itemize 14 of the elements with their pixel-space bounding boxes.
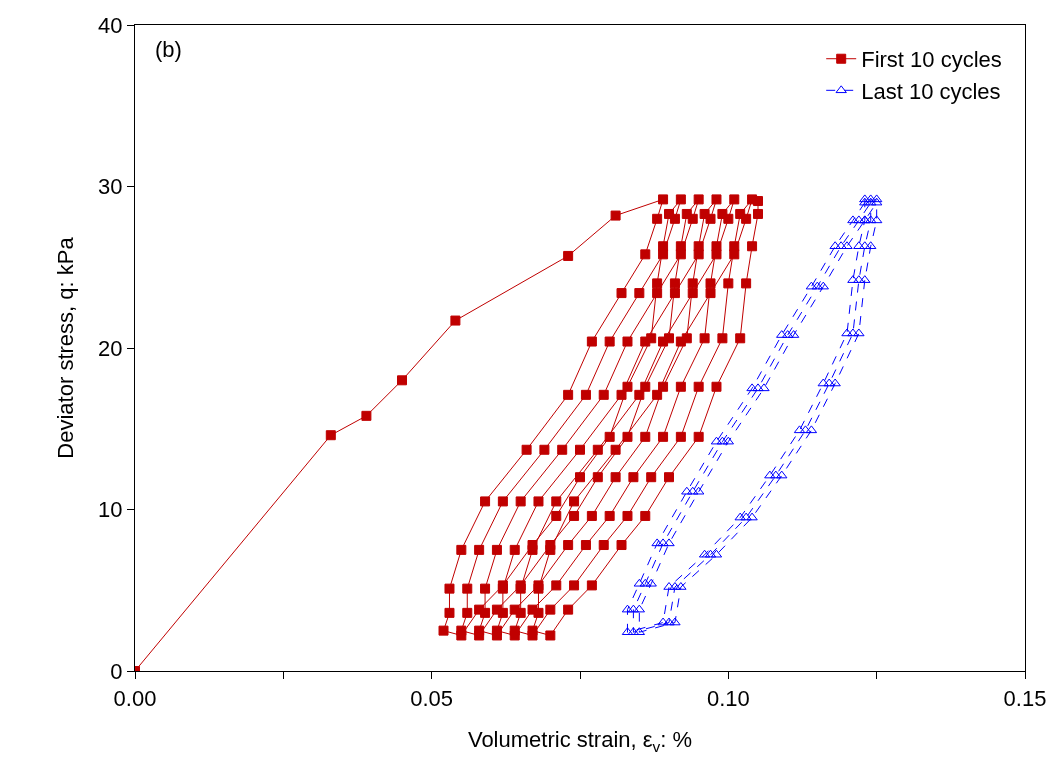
x-tick-label: 0.15 (1003, 685, 1047, 711)
y-tick-label: 30 (97, 174, 123, 200)
y-tick-label: 20 (97, 335, 123, 361)
legend-label: First 10 cycles (861, 47, 1002, 73)
x-axis-title: Volumetric strain, ε$_{v}$: % (467, 727, 693, 756)
annotation: (b) (155, 37, 182, 62)
y-axis-title: Deviator stress, q: kPa (52, 236, 78, 459)
x-tick-label: 0.05 (410, 685, 454, 711)
legend-label: Last 10 cycles (861, 78, 1001, 104)
y-tick-label: 40 (97, 12, 123, 38)
x-tick-label: 0.00 (113, 685, 157, 711)
y-tick-label: 0 (110, 658, 123, 684)
x-tick-label: 0.10 (706, 685, 750, 711)
y-tick-label: 10 (97, 497, 123, 523)
